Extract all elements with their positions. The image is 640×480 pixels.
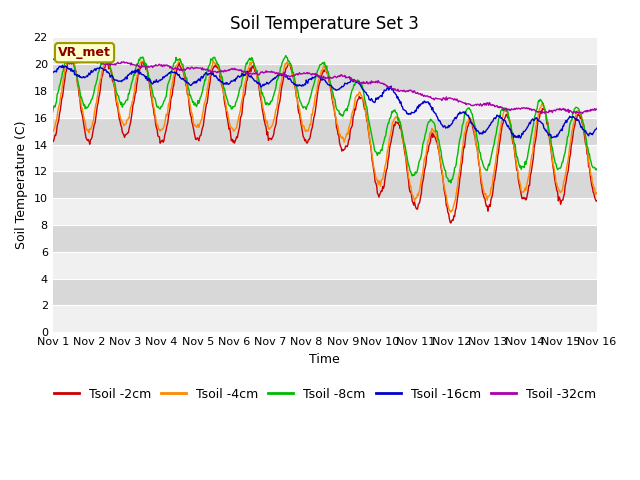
Tsoil -32cm — [200, 67, 207, 73]
Tsoil -8cm — [392, 109, 399, 115]
Legend: Tsoil -2cm, Tsoil -4cm, Tsoil -8cm, Tsoil -16cm, Tsoil -32cm: Tsoil -2cm, Tsoil -4cm, Tsoil -8cm, Tsoi… — [49, 383, 601, 406]
Tsoil -8cm — [198, 88, 206, 94]
Tsoil -32cm — [59, 59, 67, 65]
Tsoil -4cm — [65, 50, 73, 56]
Tsoil -16cm — [408, 109, 415, 115]
Tsoil -16cm — [516, 135, 524, 141]
Tsoil -16cm — [593, 125, 601, 131]
Tsoil -8cm — [408, 171, 415, 177]
Line: Tsoil -2cm: Tsoil -2cm — [52, 57, 597, 223]
Tsoil -32cm — [593, 106, 601, 112]
Tsoil -4cm — [49, 128, 56, 133]
Tsoil -16cm — [392, 91, 399, 97]
Tsoil -4cm — [447, 209, 454, 215]
Bar — [52, 252, 597, 279]
Tsoil -4cm — [392, 114, 399, 120]
Text: VR_met: VR_met — [58, 46, 111, 59]
Tsoil -2cm — [59, 94, 67, 99]
Tsoil -16cm — [200, 74, 207, 80]
Tsoil -4cm — [408, 188, 415, 194]
Tsoil -4cm — [115, 111, 123, 117]
Bar — [52, 225, 597, 252]
Tsoil -8cm — [282, 53, 290, 59]
Tsoil -8cm — [49, 109, 56, 115]
Tsoil -2cm — [593, 198, 601, 204]
Tsoil -16cm — [60, 65, 67, 71]
Tsoil -4cm — [171, 71, 179, 77]
Bar — [52, 91, 597, 118]
Bar — [52, 118, 597, 144]
Tsoil -2cm — [171, 75, 179, 81]
Title: Soil Temperature Set 3: Soil Temperature Set 3 — [230, 15, 419, 33]
Line: Tsoil -8cm: Tsoil -8cm — [52, 56, 597, 183]
Bar — [52, 37, 597, 64]
Line: Tsoil -4cm: Tsoil -4cm — [52, 53, 597, 212]
X-axis label: Time: Time — [309, 353, 340, 366]
Tsoil -2cm — [408, 192, 415, 198]
Tsoil -32cm — [86, 56, 93, 61]
Tsoil -16cm — [115, 78, 123, 84]
Tsoil -16cm — [59, 62, 67, 68]
Tsoil -32cm — [49, 57, 56, 62]
Bar — [52, 64, 597, 91]
Tsoil -4cm — [593, 191, 601, 197]
Tsoil -8cm — [115, 93, 122, 99]
Tsoil -4cm — [200, 108, 207, 114]
Tsoil -2cm — [49, 138, 56, 144]
Tsoil -8cm — [593, 166, 601, 172]
Tsoil -2cm — [115, 116, 123, 122]
Bar — [52, 198, 597, 225]
Tsoil -32cm — [579, 110, 586, 116]
Bar — [52, 144, 597, 171]
Bar — [52, 279, 597, 305]
Tsoil -32cm — [408, 88, 415, 94]
Y-axis label: Soil Temperature (C): Soil Temperature (C) — [15, 120, 28, 249]
Line: Tsoil -16cm: Tsoil -16cm — [52, 65, 597, 138]
Tsoil -16cm — [49, 70, 56, 76]
Tsoil -8cm — [59, 69, 67, 75]
Tsoil -32cm — [171, 66, 179, 72]
Tsoil -4cm — [59, 83, 67, 89]
Tsoil -8cm — [170, 60, 178, 66]
Tsoil -32cm — [115, 60, 123, 66]
Tsoil -32cm — [392, 87, 399, 93]
Tsoil -2cm — [68, 54, 76, 60]
Bar — [52, 305, 597, 332]
Bar — [52, 171, 597, 198]
Tsoil -2cm — [392, 119, 399, 125]
Tsoil -2cm — [447, 220, 454, 226]
Line: Tsoil -32cm: Tsoil -32cm — [52, 59, 597, 113]
Tsoil -16cm — [171, 69, 179, 75]
Tsoil -8cm — [447, 180, 454, 186]
Tsoil -2cm — [200, 123, 207, 129]
